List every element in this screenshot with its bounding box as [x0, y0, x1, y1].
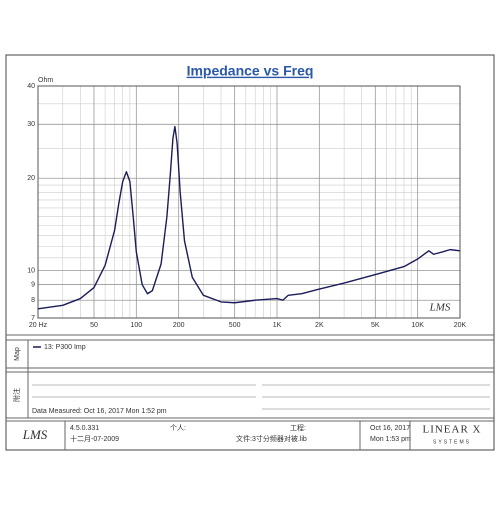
x-tick-label: 50: [90, 322, 98, 329]
x-tick-label: 20K: [454, 322, 467, 329]
side-label: Map: [14, 347, 21, 361]
personal: 个人:: [170, 424, 186, 432]
y-tick-label: 9: [31, 281, 35, 288]
plot-border: [37, 85, 461, 319]
y-tick-label: 7: [31, 315, 35, 322]
x-tick-label: 5K: [371, 322, 380, 329]
x-tick-label: 2K: [315, 322, 324, 329]
y-tick-label: 10: [27, 267, 35, 274]
y-unit: Ohm: [38, 77, 53, 84]
x-tick-label: 1K: [273, 322, 282, 329]
x-tick-label: 100: [130, 322, 142, 329]
y-tick-label: 8: [31, 297, 35, 304]
data-measured: Data Measured: Oct 16, 2017 Mon 1:52 pm: [32, 408, 167, 415]
y-tick-label: 40: [27, 83, 35, 90]
x-tick-label: 500: [229, 322, 241, 329]
brand-sub: SYSTEMS: [433, 439, 471, 445]
print-time: Mon 1:53 pm: [370, 436, 411, 443]
build-date: 十二月-07-2009: [70, 434, 119, 443]
version: 4.5.0.331: [70, 425, 99, 432]
x-tick-label: 10K: [411, 322, 424, 329]
plot-area: [37, 85, 461, 319]
print-date: Oct 16, 2017: [370, 425, 410, 432]
legend-label: 13: P300 Imp: [44, 344, 86, 351]
side-label: 附注: [12, 388, 21, 402]
brand: LINEAR X: [422, 424, 481, 436]
watermark: LMS: [429, 302, 451, 314]
x-tick-label: 20 Hz: [29, 322, 48, 329]
file: 文件:3寸分频器对被.lib: [236, 434, 307, 443]
y-tick-label: 30: [27, 121, 35, 128]
chart-title: Impedance vs Freq: [187, 63, 314, 79]
project: 工程:: [290, 423, 306, 432]
y-tick-label: 20: [27, 175, 35, 182]
x-tick-label: 200: [173, 322, 185, 329]
logo: LMS: [22, 427, 48, 442]
impedance-line: [37, 125, 461, 310]
outer-frame: [5, 54, 495, 451]
